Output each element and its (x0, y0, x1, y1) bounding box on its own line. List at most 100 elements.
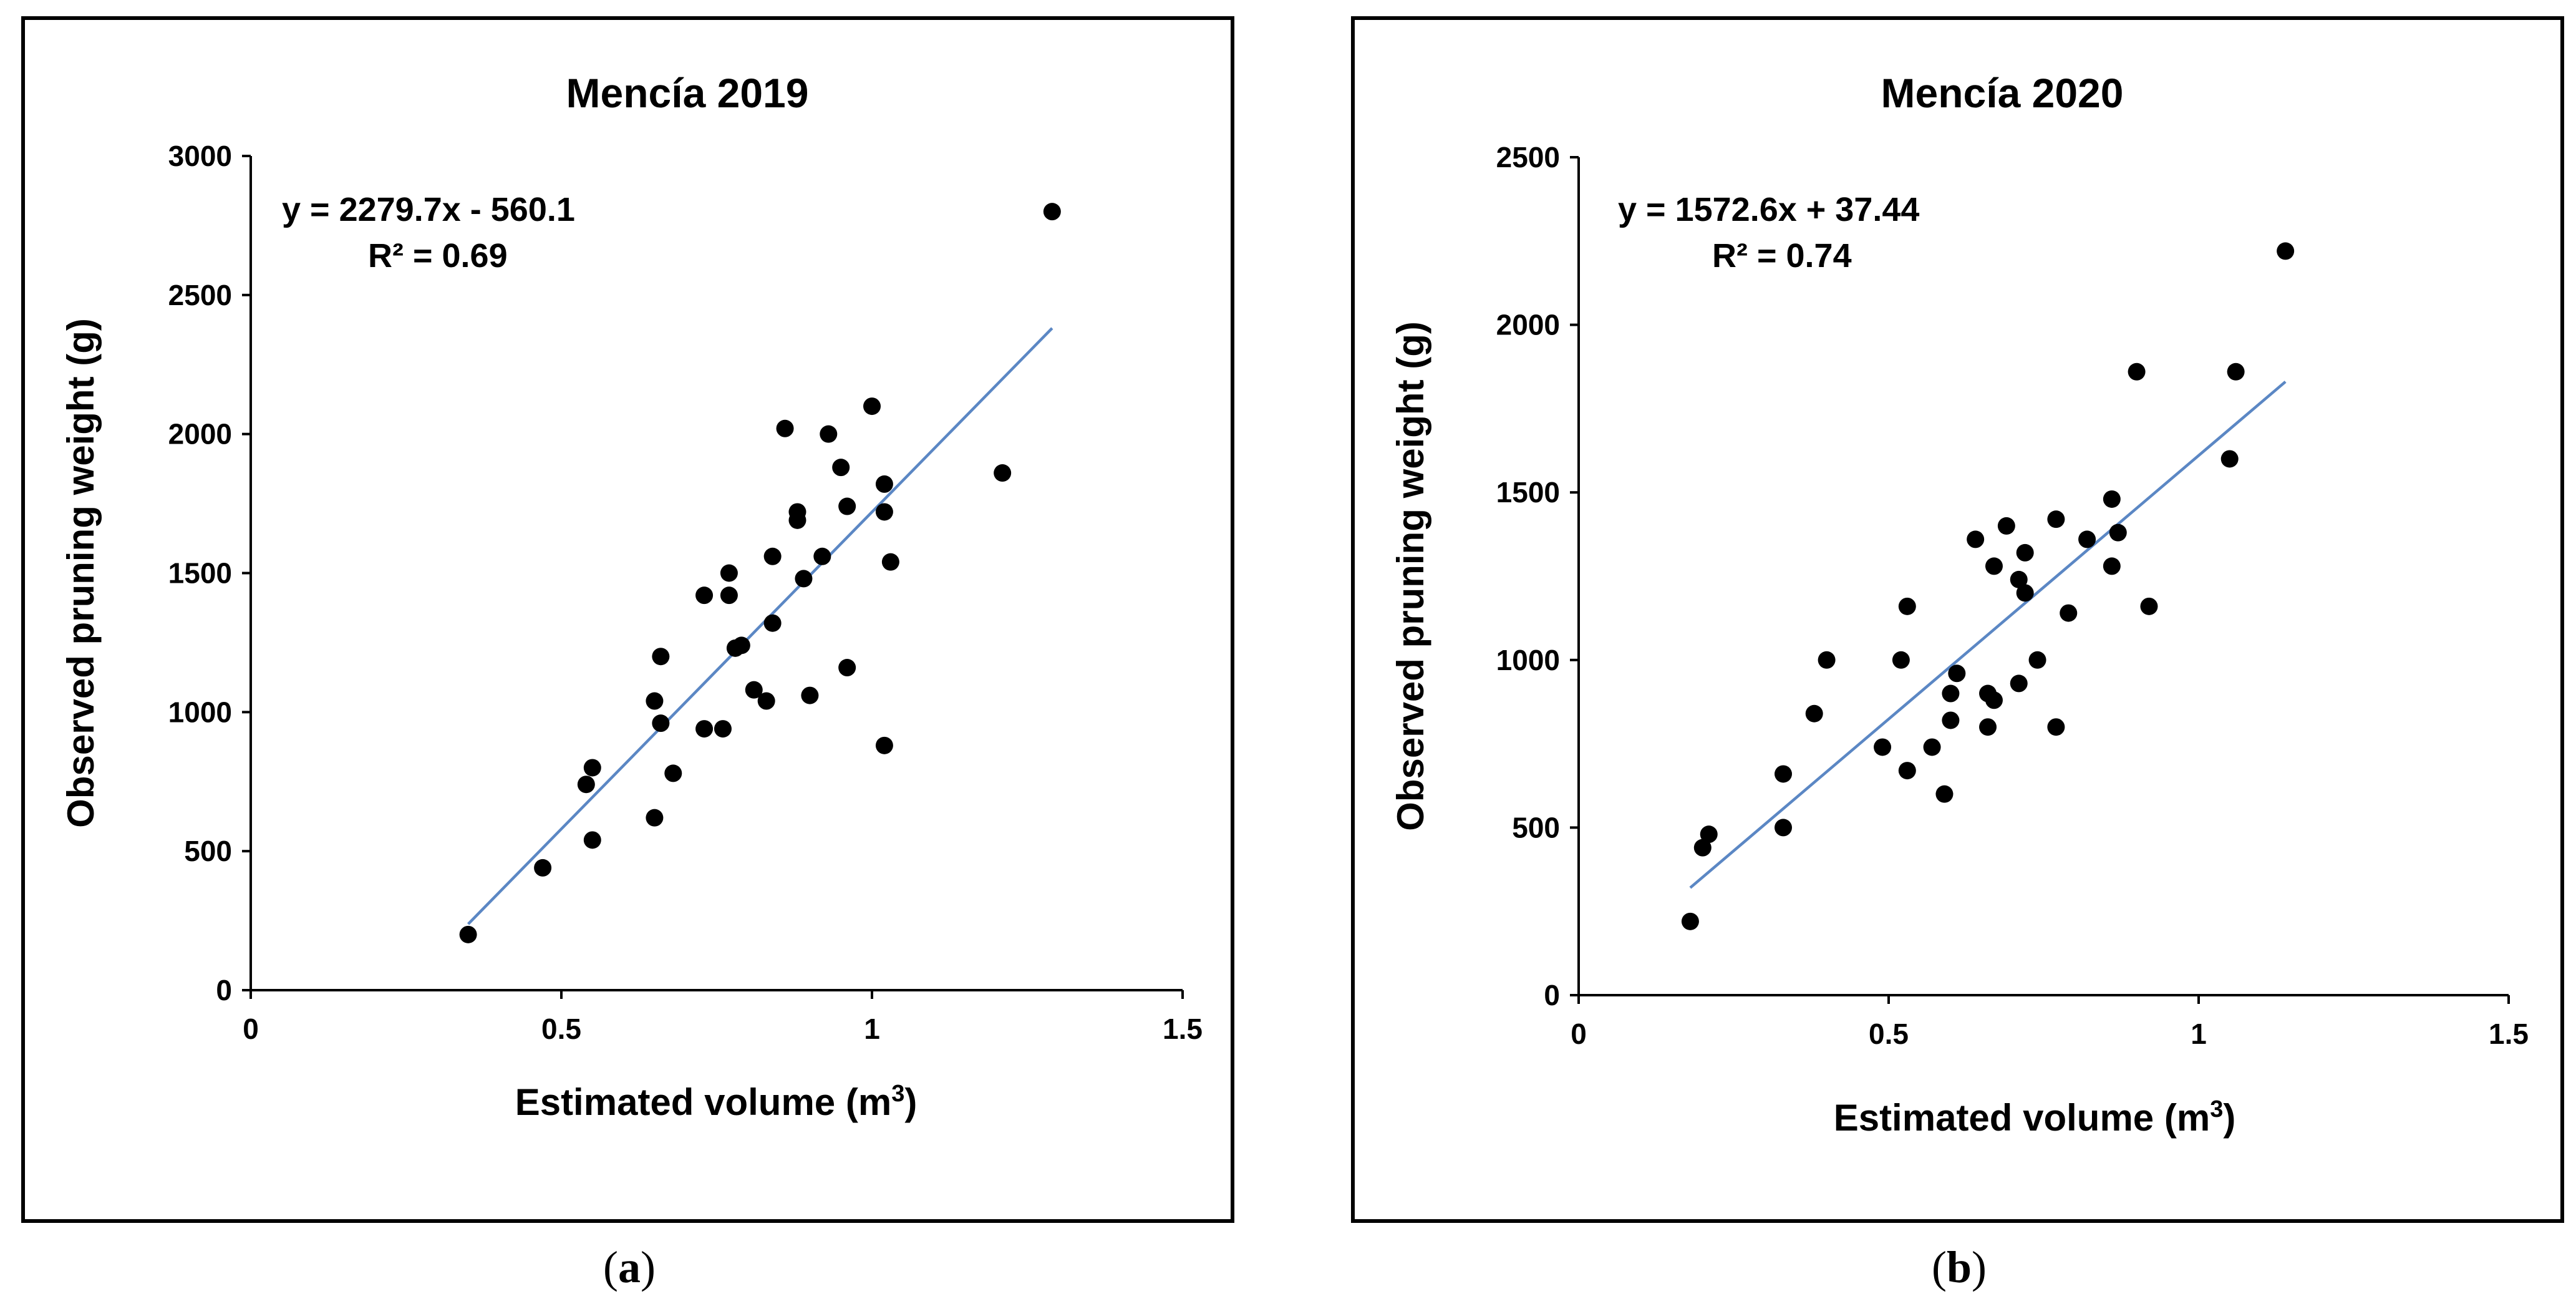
caption-a: (a) (603, 1242, 656, 1292)
y-tick-label: 1000 (168, 696, 232, 728)
regression-equation: y = 1572.6x + 37.44 (1618, 191, 1919, 228)
data-point (994, 464, 1012, 482)
data-point (1818, 651, 1836, 669)
data-point (534, 859, 552, 877)
data-point (813, 547, 831, 565)
x-tick-label: 1.5 (1163, 1013, 1203, 1045)
data-point (801, 686, 819, 704)
data-point (1979, 718, 1997, 736)
data-point (1874, 738, 1892, 756)
data-point (695, 720, 714, 738)
data-point (1043, 203, 1061, 221)
data-point (2140, 597, 2158, 615)
data-point (1898, 762, 1916, 780)
data-point (2277, 242, 2295, 260)
x-tick-label: 1.5 (2489, 1018, 2529, 1050)
data-point (757, 692, 775, 710)
data-point (1923, 738, 1941, 756)
data-point (763, 614, 782, 632)
data-point (875, 503, 893, 521)
data-point (1892, 651, 1910, 669)
data-point (652, 714, 670, 732)
data-point (1967, 530, 1985, 548)
data-point (2060, 604, 2078, 622)
data-point (881, 553, 899, 571)
data-point (2103, 557, 2121, 575)
data-point (2109, 523, 2127, 542)
data-point (646, 809, 664, 827)
y-axis-label: Observed pruning weight (g) (60, 318, 102, 828)
data-point (1948, 664, 1966, 683)
data-point (732, 636, 750, 654)
x-tick-label: 0.5 (1869, 1018, 1909, 1050)
trendline (467, 327, 1053, 925)
data-point (1775, 765, 1793, 783)
data-point (1805, 704, 1823, 723)
data-point (2010, 674, 2028, 693)
x-axis-label: Estimated volume (m3) (1834, 1096, 2236, 1139)
data-point (1700, 825, 1718, 844)
data-point (1985, 691, 2003, 709)
data-point (1942, 711, 1960, 729)
r-squared-label: R² = 0.74 (1712, 237, 1852, 275)
data-point (1985, 557, 2003, 575)
data-point (1935, 785, 1954, 803)
data-point (832, 459, 850, 477)
data-point (2047, 510, 2065, 528)
y-tick-label: 3000 (168, 140, 232, 172)
chart-title: Mencía 2019 (566, 70, 809, 116)
y-tick-label: 0 (1544, 979, 1560, 1011)
r-squared-label: R² = 0.69 (368, 237, 508, 275)
data-point (776, 419, 794, 437)
y-tick-label: 2000 (168, 418, 232, 450)
x-tick-label: 1 (2191, 1018, 2207, 1050)
y-tick-label: 1000 (1496, 644, 1560, 676)
data-point (459, 925, 477, 943)
data-point (745, 681, 763, 699)
data-point (838, 497, 856, 515)
x-tick-label: 0 (243, 1013, 259, 1045)
data-point (646, 692, 664, 710)
data-point (1942, 684, 1960, 703)
regression-equation: y = 2279.7x - 560.1 (282, 191, 575, 228)
data-point (763, 547, 782, 565)
chart-panel-2019: Mencía 2019 0 500 1000 1500 2000 2500 3000 0 0.5 1… (21, 16, 1234, 1223)
x-tick-label: 0.5 (541, 1013, 581, 1045)
y-tick-label: 2500 (1496, 141, 1560, 173)
data-point (2103, 490, 2121, 508)
data-point (720, 586, 738, 605)
data-point (2016, 584, 2034, 602)
data-point (788, 511, 806, 529)
trendline (1689, 381, 2287, 889)
y-tick-label: 1500 (168, 557, 232, 590)
y-tick-label: 2000 (1496, 309, 1560, 341)
data-point (583, 759, 601, 777)
x-tick-label: 0 (1571, 1018, 1587, 1050)
data-point (695, 586, 714, 605)
x-axis-label: Estimated volume (m3) (515, 1081, 918, 1123)
y-tick-label: 0 (216, 974, 232, 1006)
data-point (2227, 363, 2245, 381)
data-point (795, 570, 813, 588)
y-tick-label: 2500 (168, 279, 232, 311)
data-point (720, 564, 738, 582)
y-tick-label: 500 (1512, 811, 1560, 844)
data-point (820, 425, 838, 443)
y-axis-label: Observed pruning weight (g) (1390, 321, 1431, 831)
data-point (2047, 718, 2065, 736)
chart-panel-2020: Mencía 2020 0 500 1000 1500 2000 2500 0 0.5 1 1.5 O… (1351, 16, 2564, 1223)
data-point (714, 720, 732, 738)
data-point (838, 659, 856, 677)
data-point (2078, 530, 2096, 548)
data-point (2128, 363, 2146, 381)
data-point (2028, 651, 2046, 669)
caption-a-letter: a (618, 1242, 641, 1292)
data-point (1775, 819, 1793, 837)
data-point (2016, 543, 2034, 562)
data-point (577, 776, 595, 794)
data-point (583, 831, 601, 849)
caption-b: (b) (1931, 1242, 1987, 1292)
data-point (1898, 597, 1916, 615)
data-point (875, 736, 893, 754)
data-point (664, 764, 682, 782)
